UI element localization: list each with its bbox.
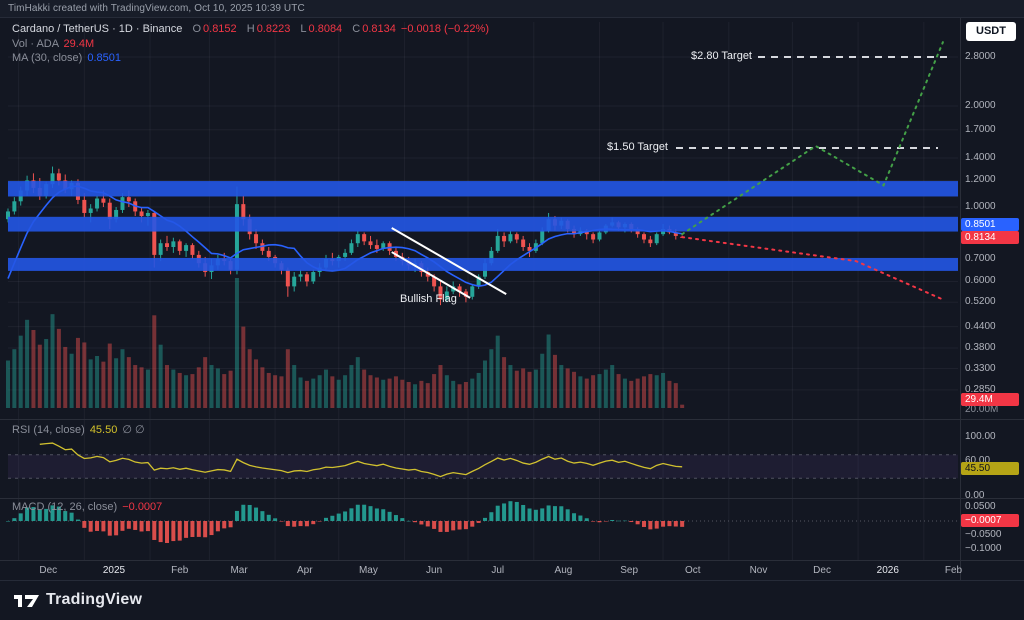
ma-price-badge: 0.8501 [961,218,1019,231]
ma-value: 0.8501 [87,52,122,64]
grid-layer [8,22,958,560]
time-axis-label: Apr [297,565,313,576]
rsi-axis-label: 100.00 [965,431,996,442]
macd-label: MACD (12, 26, close) [12,501,118,513]
symbol-title: Cardano / TetherUS · 1D · Binance [12,23,183,35]
price-axis-label: 1.4000 [965,151,996,163]
macd-legend[interactable]: MACD (12, 26, close) −0.0007 [12,501,162,513]
price-axis-label: 0.3800 [965,341,996,353]
volume-badge: 29.4M [961,393,1019,406]
rsi-label: RSI (14, close) [12,424,85,436]
rsi-axis-label: 60.00 [965,454,991,466]
attribution-text: TimHakki created with TradingView.com, O… [8,3,305,14]
price-axis-label: 0.6000 [965,275,996,287]
support-resistance-zones-layer [8,181,958,271]
rsi-legend[interactable]: RSI (14, close) 45.50 ∅ ∅ [12,423,145,436]
ma-label: MA (30, close) [12,52,83,64]
time-axis-label: Aug [554,565,573,576]
footer-bar: TradingView [0,580,1024,620]
price-axis-label: 0.3300 [965,362,996,374]
time-axis-label: Mar [230,565,248,576]
price-axis-label: 0.2850 [965,383,996,395]
rsi-value-badge: 45.50 [961,462,1019,475]
high-value: 0.8223 [256,23,291,35]
target-150-label[interactable]: $1.50 Target [607,141,668,153]
time-axis-label: Feb [944,565,963,576]
price-axis-label: 2.0000 [965,100,996,112]
time-axis-label: Feb [171,565,189,576]
close-value: 0.8134 [362,23,396,35]
time-axis-label: Jun [426,565,443,576]
volume-axis-label: 20.00M [965,404,999,415]
price-axis-label: 0.5200 [965,296,996,308]
price-axis[interactable]: 0.8501 0.8134 29.4M 20.00M 45.50 −0.0007… [960,18,1024,580]
price-axis-label: 1.0000 [965,201,996,212]
ma-line-layer [7,185,683,287]
symbol-legend[interactable]: Cardano / TetherUS · 1D · Binance O 0.815… [12,23,489,35]
price-axis-label: 2.8000 [965,51,996,62]
time-axis-label: Sep [620,565,639,576]
rsi-smoothing-icons: ∅ ∅ [122,424,145,436]
time-axis[interactable]: Dec 2025 Feb Mar Apr May Jun Jul Aug Sep Oct Nov Dec… [0,560,962,580]
time-axis-label: Nov [749,565,768,576]
time-axis-label: 2026 [876,565,899,576]
last-price-badge: 0.8134 [961,231,1019,244]
ma-legend[interactable]: MA (30, close) 0.8501 [12,52,121,64]
volume-legend[interactable]: Vol · ADA 29.4M [12,38,94,50]
macd-axis-label: −0.1000 [965,543,1002,554]
macd-axis-label: −0.0500 [965,529,1002,540]
close-label: C [352,23,361,35]
attribution-bar: TimHakki created with TradingView.com, O… [0,0,1024,18]
price-axis-label: 1.2000 [965,174,996,186]
change-value: −0.0018 (−0.22%) [400,23,489,35]
price-axis-label: 0.7000 [965,252,996,264]
low-label: L [300,23,307,35]
tradingview-logo-icon[interactable] [14,593,40,609]
rsi-axis-label: 0.00 [965,490,985,501]
target-280-label[interactable]: $2.80 Target [691,50,752,62]
drawings-layer [391,41,952,301]
time-axis-label: May [358,565,378,576]
time-axis-label: Dec [39,565,58,576]
time-axis-label: Oct [684,565,701,576]
open-value: 0.8152 [203,23,237,35]
currency-toggle-button[interactable]: USDT [966,22,1016,41]
low-value: 0.8084 [308,23,343,35]
bullish-flag-label[interactable]: Bullish Flag [400,293,457,305]
volume-label: Vol · ADA [12,38,59,50]
price-axis-label: 1.7000 [965,123,996,135]
volume-value: 29.4M [63,38,95,50]
macd-axis-label: 0.0500 [965,501,996,512]
time-axis-label: Dec [813,565,831,576]
volume-layer [6,278,685,408]
indicator-layer [6,442,958,543]
time-axis-label: Jul [491,565,505,576]
macd-value-badge: −0.0007 [961,514,1019,527]
time-axis-label: 2025 [102,565,126,576]
rsi-value: 45.50 [89,424,118,436]
price-axis-label: 0.4400 [965,320,996,332]
high-label: H [246,23,255,35]
pane-separators [0,18,1024,580]
tradingview-wordmark[interactable]: TradingView [46,591,143,608]
open-label: O [192,23,202,35]
macd-value: −0.0007 [122,501,163,513]
